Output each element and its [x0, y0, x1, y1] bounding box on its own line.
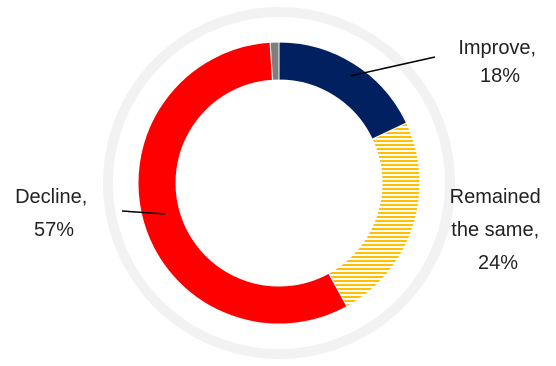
leader-line-decline [121, 210, 166, 215]
leader-lines-group [121, 56, 436, 215]
label-remained-line-1: Remained [450, 186, 541, 208]
label-remained-line-3: 24% [478, 252, 518, 274]
slices-group [137, 41, 421, 325]
label-decline-line-2: 57% [34, 219, 74, 241]
label-remained: Remained the same, 24% [450, 186, 547, 274]
label-improve-line-2: 18% [480, 65, 520, 87]
slice-other [269, 41, 280, 81]
label-remained-line-2: the same, [451, 219, 539, 241]
label-decline: Decline, 57% [15, 186, 93, 241]
slice-decline [137, 41, 348, 325]
label-improve-line-1: Improve, [458, 37, 536, 59]
leader-line-improve [349, 56, 436, 77]
slice-remained-the-same [327, 122, 421, 308]
label-improve: Improve, 18% [458, 37, 541, 87]
label-decline-line-1: Decline, [15, 186, 87, 208]
outer-background-ring [103, 7, 455, 359]
